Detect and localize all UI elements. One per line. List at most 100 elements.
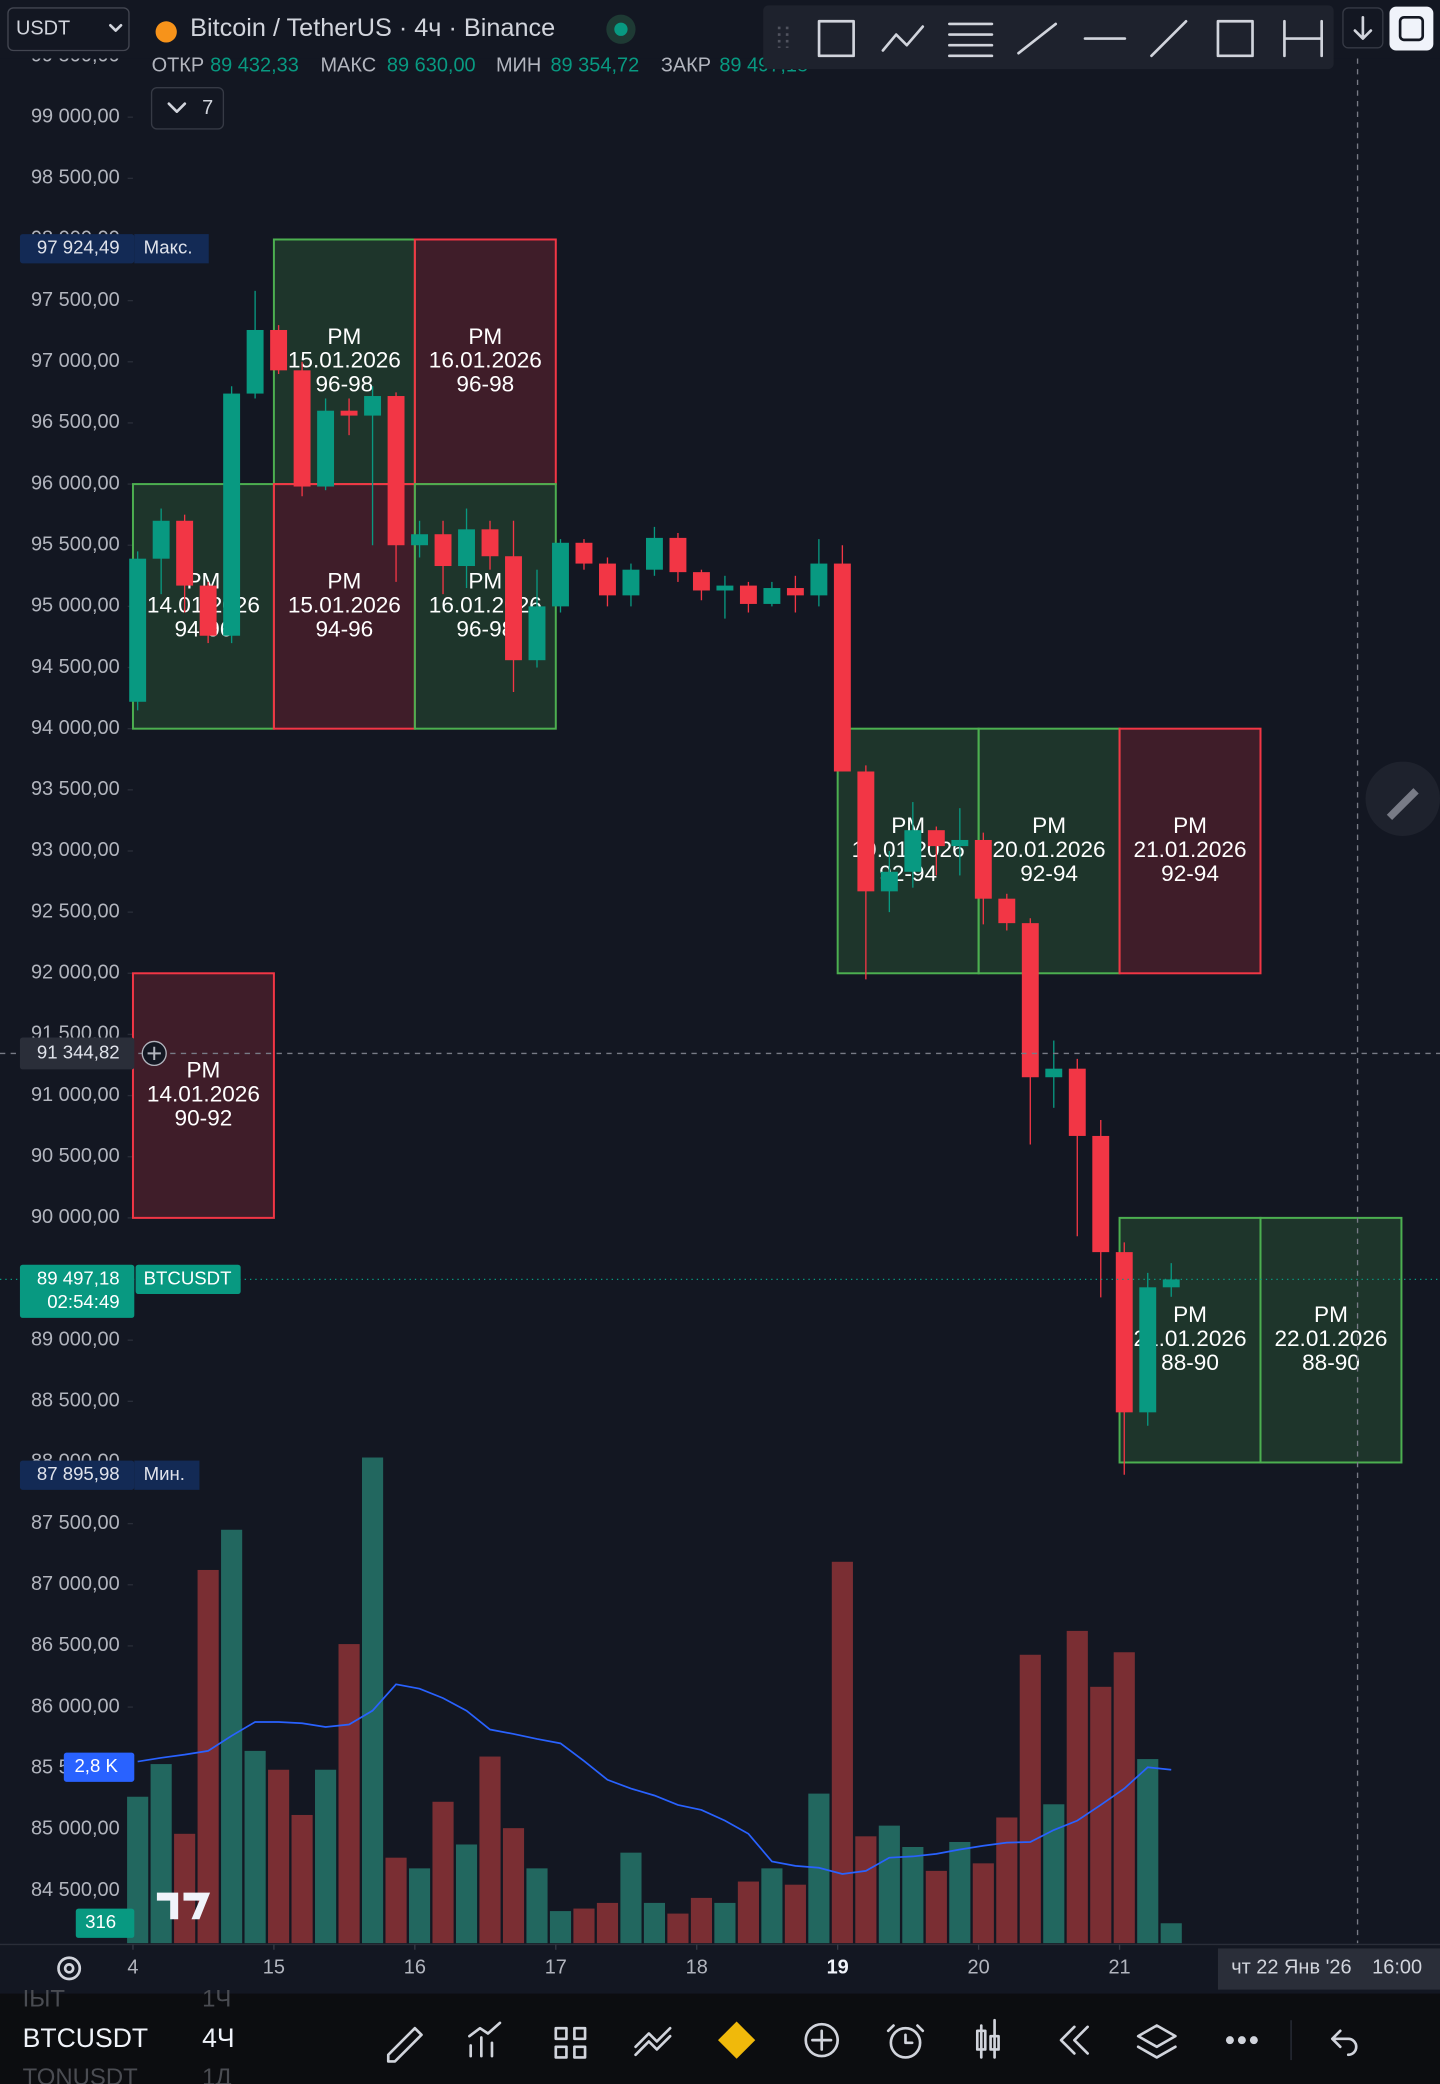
zone-range: 94-96 [315, 616, 373, 641]
settings-icon-core [63, 1963, 75, 1974]
candle-body [763, 588, 781, 604]
volume-bar [408, 1868, 431, 1944]
chart-type-icon[interactable] [975, 2018, 1000, 2059]
candle-body [317, 410, 335, 487]
indicators-icon[interactable] [468, 2021, 502, 2058]
candle-body [176, 520, 194, 586]
candle-body [1021, 923, 1039, 1078]
candle-body [246, 329, 264, 394]
volume-bar [150, 1764, 172, 1944]
add-cross [811, 2029, 833, 2051]
coin-icon [155, 21, 177, 43]
volume-bar [244, 1750, 266, 1944]
tool-measure[interactable] [1283, 19, 1323, 58]
symbol-select-text: USDT [16, 18, 70, 40]
tag-name: Макс. [144, 237, 193, 258]
top-bar: USDT Bitcoin / TetherUS · 4ч · Binance О… [0, 0, 1440, 130]
volume-bar [620, 1852, 642, 1944]
symbol-select[interactable] [7, 7, 130, 52]
zone-box [131, 972, 275, 1219]
tool-trend[interactable] [1017, 22, 1058, 55]
symbol-tag: BTCUSDT [144, 1267, 232, 1288]
zone-label: PM [327, 568, 361, 593]
alert-hands [886, 2024, 925, 2045]
more-dot [1237, 2036, 1246, 2045]
ohlc-label: ЗАКР [661, 55, 711, 77]
volume-bar [690, 1897, 712, 1944]
zone-range: 90-92 [175, 1105, 233, 1130]
alert-icon[interactable] [889, 2026, 922, 2059]
volume-bar [737, 1881, 759, 1944]
volume-tag [75, 1908, 135, 1938]
more-dot [1249, 2036, 1258, 2045]
candle-body [340, 410, 358, 416]
ohlc-label: МАКС [320, 55, 376, 77]
replay-icon[interactable] [1059, 2025, 1089, 2055]
price-tag [19, 234, 135, 264]
settings-icon[interactable] [57, 1956, 82, 1981]
tool-path[interactable] [881, 25, 925, 52]
candle-body [387, 396, 405, 546]
time-axis: чт 22 Янв '26 16:00 4 15 16 17 18 19 20 21 [0, 1943, 1440, 1994]
tool-rect[interactable] [817, 19, 855, 58]
candle-body [1162, 1279, 1180, 1288]
exchange-icon[interactable] [718, 2021, 756, 2059]
undo-icon[interactable] [1330, 2029, 1358, 2057]
add-icon[interactable] [804, 2022, 840, 2058]
zone-date: 15.01.2026 [288, 592, 401, 617]
tool-fib[interactable] [948, 22, 994, 58]
zone-range: 92-94 [1161, 861, 1219, 886]
volume-bar [385, 1857, 407, 1944]
y-tick-label: 99 000,00 [31, 105, 120, 127]
zone-range: 92-94 [1020, 861, 1078, 886]
volume-bar [902, 1847, 924, 1944]
volume-bar [761, 1868, 783, 1944]
volume-bar [1043, 1804, 1065, 1944]
tool-range[interactable] [1216, 19, 1254, 58]
y-tick-label: 95 500,00 [31, 534, 120, 556]
volume-bar [831, 1561, 853, 1944]
layout-icon[interactable] [554, 2026, 587, 2059]
zone-label: PM [468, 324, 502, 349]
volume-bar [855, 1836, 877, 1944]
candle-body [599, 563, 616, 596]
more-dot[interactable] [1225, 2036, 1234, 2045]
price-tag-text: 87 895,98 [37, 1463, 120, 1484]
y-tick-label: 87 000,00 [31, 1573, 120, 1595]
zone-label: PM [327, 324, 361, 349]
layers-icon[interactable] [1136, 2024, 1177, 2059]
candle-body [481, 529, 499, 557]
y-tick-label: 94 500,00 [31, 656, 120, 678]
ohlc-value: 89 432,33 [210, 55, 299, 77]
zone-date: 16.01.2026 [429, 592, 542, 617]
x-tick-label: 18 [686, 1957, 708, 1979]
countdown: 02:54:49 [47, 1291, 119, 1312]
volume-bar [455, 1844, 478, 1944]
indicators-toggle[interactable] [150, 87, 225, 130]
candle-body [645, 537, 663, 570]
sync-icon [1398, 15, 1425, 42]
candle-body [1115, 1252, 1133, 1413]
footer-symbol[interactable]: BTCUSDT [23, 2023, 149, 2053]
tag-name-bg [134, 1460, 200, 1490]
next-interval: 1Д [202, 2064, 232, 2084]
candle-body [552, 542, 569, 607]
draw-icon[interactable] [386, 2026, 423, 2063]
y-tick-label: 98 500,00 [31, 167, 120, 189]
candle-body [974, 839, 992, 899]
footer-interval[interactable]: 4Ч [202, 2023, 235, 2053]
volume-bar [1090, 1686, 1112, 1944]
compare-icon[interactable] [634, 2026, 672, 2057]
x-tick-label: 19 [827, 1957, 849, 1979]
zone-box [1118, 727, 1262, 975]
candle-body [904, 830, 922, 872]
y-tick-label: 85 000,00 [31, 1818, 120, 1840]
candle-body [575, 542, 593, 564]
sync-button[interactable] [1389, 6, 1434, 51]
y-tick-label: 90 500,00 [31, 1145, 120, 1167]
cursor-time: чт 22 Янв '26 [1231, 1957, 1351, 1979]
tool-ray[interactable] [1150, 19, 1188, 58]
volume-bar [714, 1902, 736, 1944]
y-tick-label: 96 000,00 [31, 472, 120, 494]
